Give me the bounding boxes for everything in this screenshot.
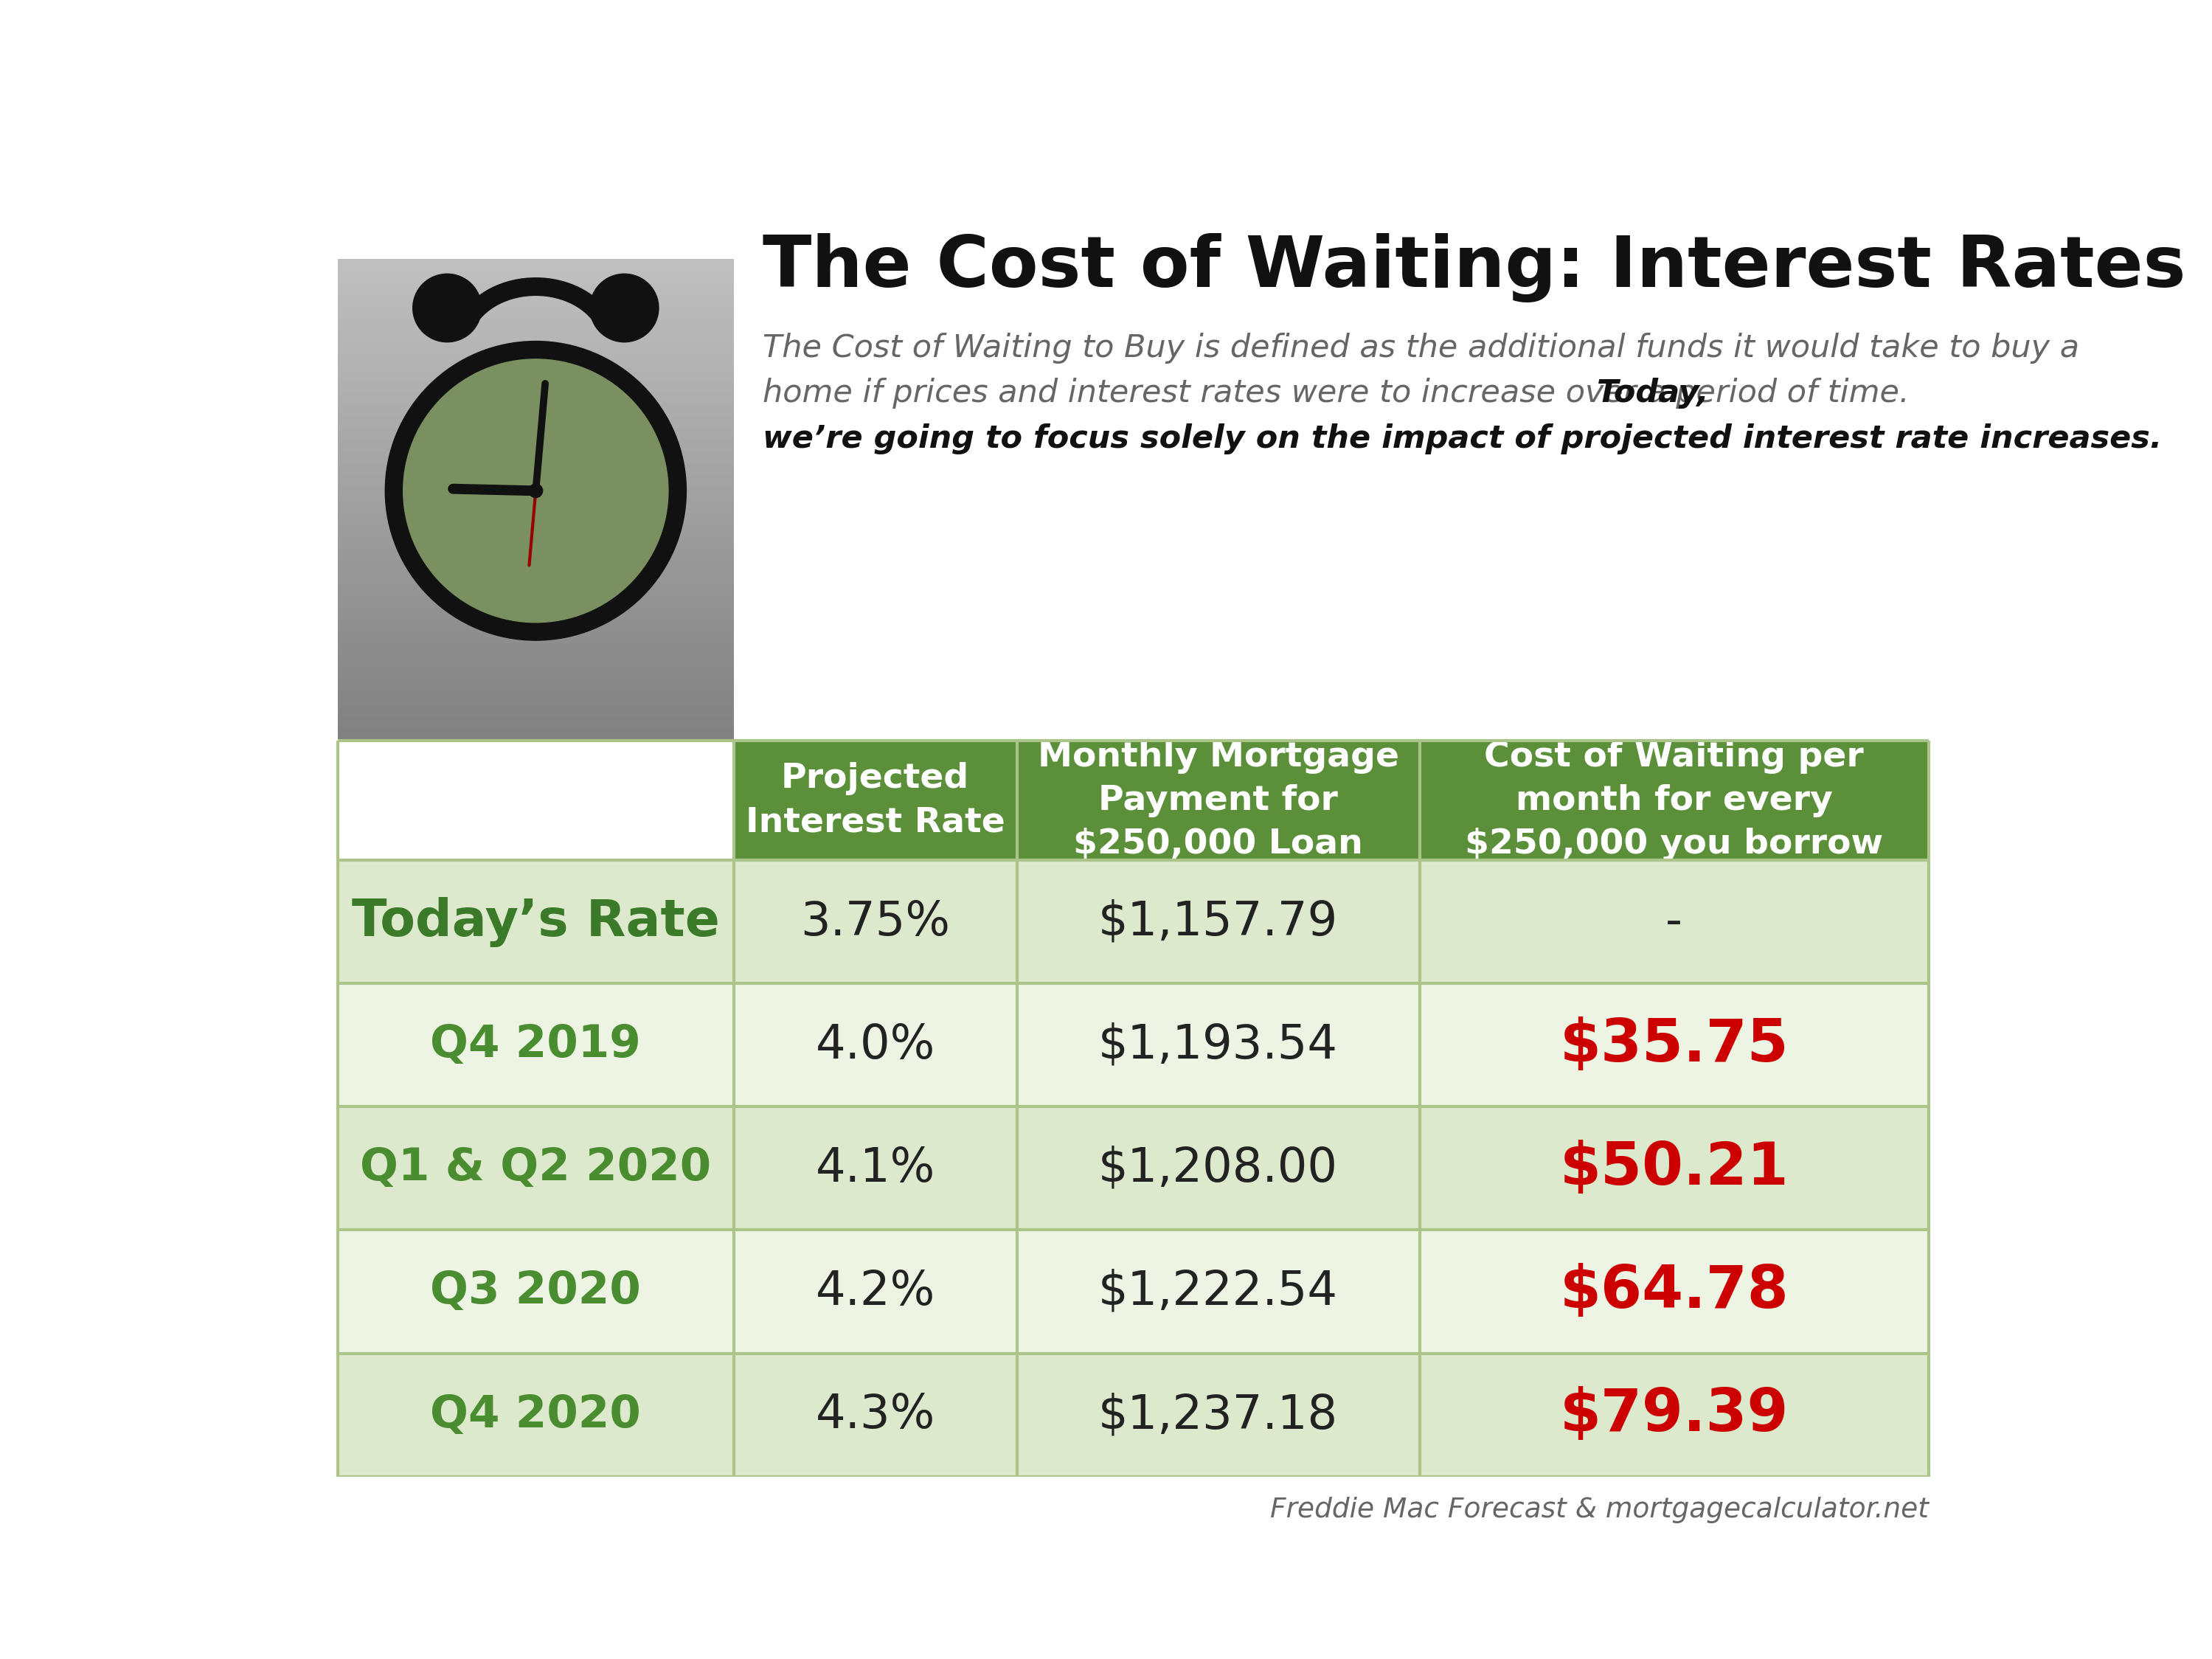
Bar	[338, 332, 734, 343]
Bar	[338, 536, 734, 549]
Bar	[338, 513, 734, 524]
Bar	[338, 680, 734, 693]
Text: Q4 2020: Q4 2020	[431, 1394, 641, 1437]
Text: Projected
Interest Rate: Projected Interest Rate	[745, 761, 1004, 839]
Bar	[338, 488, 734, 501]
Text: $35.75: $35.75	[1559, 1017, 1790, 1073]
Circle shape	[385, 342, 686, 640]
Bar	[338, 499, 734, 513]
Bar	[338, 259, 734, 272]
Bar	[338, 440, 734, 453]
Text: Monthly Mortgage
Payment for
$250,000 Loan: Monthly Mortgage Payment for $250,000 Lo…	[1037, 740, 1398, 861]
Text: 4.0%: 4.0%	[816, 1022, 936, 1068]
Text: $1,222.54: $1,222.54	[1099, 1269, 1338, 1314]
Bar	[338, 692, 734, 705]
Bar	[338, 657, 734, 669]
Bar	[338, 272, 734, 284]
Text: $1,208.00: $1,208.00	[1099, 1145, 1338, 1191]
Text: Today,: Today,	[1597, 378, 1710, 410]
Bar	[338, 465, 734, 476]
Text: 4.3%: 4.3%	[816, 1392, 936, 1438]
Bar	[338, 620, 734, 632]
Text: we’re going to focus solely on the impact of projected interest rate increases.: we’re going to focus solely on the impac…	[763, 423, 2161, 455]
Bar	[338, 572, 734, 584]
Bar	[338, 524, 734, 536]
Text: $1,193.54: $1,193.54	[1099, 1022, 1338, 1068]
Bar	[338, 392, 734, 405]
Bar	[338, 717, 734, 728]
Bar	[734, 742, 1929, 861]
Bar	[338, 307, 734, 320]
Bar	[338, 1229, 1929, 1354]
Circle shape	[414, 274, 482, 342]
Circle shape	[529, 484, 542, 498]
Text: Cost of Waiting per
month for every
$250,000 you borrow: Cost of Waiting per month for every $250…	[1464, 740, 1882, 861]
Text: Freddie Mac Forecast & mortgagecalculator.net: Freddie Mac Forecast & mortgagecalculato…	[1270, 1496, 1929, 1523]
Text: The Cost of Waiting: Interest Rates Edition: The Cost of Waiting: Interest Rates Edit…	[763, 234, 2212, 302]
Text: -: -	[1666, 899, 1683, 944]
Text: home if prices and interest rates were to increase over a period of time.: home if prices and interest rates were t…	[763, 378, 1920, 410]
Text: Q4 2019: Q4 2019	[431, 1024, 641, 1067]
Text: $1,157.79: $1,157.79	[1099, 899, 1338, 944]
Bar	[338, 547, 734, 561]
Bar	[338, 609, 734, 620]
Bar	[338, 705, 734, 717]
Bar	[338, 728, 734, 742]
Bar	[338, 355, 734, 368]
Bar	[338, 1107, 1929, 1229]
Bar	[338, 416, 734, 428]
Bar	[338, 669, 734, 680]
Text: $1,237.18: $1,237.18	[1099, 1392, 1338, 1438]
Bar	[338, 368, 734, 380]
Bar	[338, 380, 734, 392]
Text: 4.1%: 4.1%	[816, 1145, 936, 1191]
Bar	[338, 428, 734, 440]
Bar	[338, 343, 734, 357]
Text: $64.78: $64.78	[1559, 1262, 1790, 1321]
Text: 4.2%: 4.2%	[816, 1269, 936, 1314]
Text: Today’s Rate: Today’s Rate	[352, 898, 719, 947]
Bar	[338, 451, 734, 465]
Text: $79.39: $79.39	[1559, 1387, 1790, 1443]
Bar	[338, 320, 734, 332]
Bar	[338, 1354, 1929, 1477]
Bar	[338, 584, 734, 597]
Bar	[338, 596, 734, 609]
Text: Q1 & Q2 2020: Q1 & Q2 2020	[361, 1146, 712, 1190]
Bar	[338, 284, 734, 295]
Bar	[338, 403, 734, 416]
Bar	[338, 984, 1929, 1107]
Bar	[338, 632, 734, 645]
Text: The Cost of Waiting to Buy is defined as the additional funds it would take to b: The Cost of Waiting to Buy is defined as…	[763, 332, 2079, 363]
Bar	[338, 561, 734, 572]
Circle shape	[591, 274, 659, 342]
Bar	[338, 861, 1929, 984]
Text: $50.21: $50.21	[1559, 1140, 1790, 1198]
Bar	[338, 295, 734, 309]
Text: 3.75%: 3.75%	[801, 899, 951, 944]
Bar	[338, 476, 734, 488]
Circle shape	[403, 358, 668, 622]
Bar	[338, 644, 734, 657]
Text: Q3 2020: Q3 2020	[431, 1269, 641, 1314]
